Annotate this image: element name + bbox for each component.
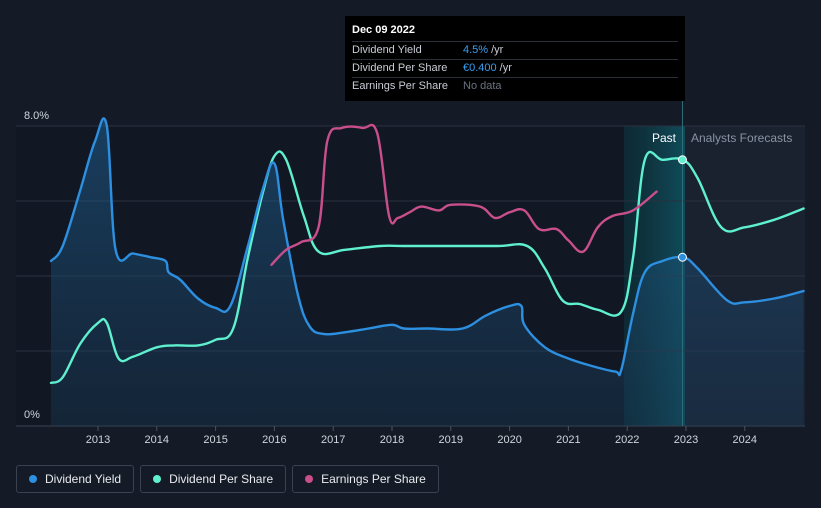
dividend-per-share-line — [49, 150, 805, 385]
y-min-label: 0% — [24, 409, 40, 421]
x-tick-label: 2022 — [615, 434, 639, 446]
x-tick-label: 2020 — [497, 434, 521, 446]
x-axis-ticks: 2013 2014 2015 2016 2017 2018 2019 2020 2021 2022… — [86, 426, 757, 446]
x-tick-label: 2019 — [439, 434, 463, 446]
tooltip-unit: /yr — [499, 62, 512, 74]
tooltip-value: €0.400 — [463, 62, 497, 74]
highlight-marker — [677, 155, 687, 165]
legend-label: Dividend Per Share — [169, 472, 274, 486]
x-tick-label: 2023 — [674, 434, 698, 446]
tooltip-label: Earnings Per Share — [352, 80, 448, 92]
legend-label: Earnings Per Share — [321, 472, 426, 486]
dividend-yield-area — [51, 118, 804, 426]
legend-dot-icon — [305, 475, 314, 483]
highlight-markers — [677, 155, 687, 262]
x-tick-label: 2014 — [145, 434, 169, 446]
tooltip-row-dividend-yield: Dividend Yield 4.5% /yr — [352, 42, 678, 60]
earnings-per-share-line — [270, 123, 658, 266]
dividend-yield-line — [49, 117, 805, 377]
y-max-label: 8.0% — [24, 110, 49, 122]
highlight-marker — [677, 252, 687, 262]
legend-label: Dividend Yield — [45, 472, 122, 486]
tooltip-value: No data — [463, 80, 502, 92]
x-tick-label: 2024 — [733, 434, 757, 446]
x-tick-label: 2021 — [556, 434, 580, 446]
tooltip-row-dividend-per-share: Dividend Per Share €0.400 /yr — [352, 60, 678, 78]
forecast-label: Analysts Forecasts — [691, 131, 792, 145]
legend: Dividend Yield Dividend Per Share Earnin… — [16, 465, 439, 493]
x-tick-label: 2018 — [380, 434, 404, 446]
x-tick-label: 2016 — [262, 434, 286, 446]
legend-dot-icon — [153, 475, 162, 483]
tooltip-row-earnings-per-share: Earnings Per Share No data — [352, 78, 678, 95]
legend-earnings-per-share[interactable]: Earnings Per Share — [292, 465, 439, 493]
tooltip-date: Dec 09 2022 — [352, 24, 678, 42]
legend-dot-icon — [29, 475, 37, 483]
legend-dividend-per-share[interactable]: Dividend Per Share — [140, 465, 287, 493]
legend-dividend-yield[interactable]: Dividend Yield — [16, 465, 135, 493]
tooltip-label: Dividend Yield — [352, 44, 422, 56]
series-lines — [49, 117, 805, 385]
tooltip-label: Dividend Per Share — [352, 62, 448, 74]
x-tick-label: 2015 — [203, 434, 227, 446]
past-label: Past — [652, 131, 677, 145]
tooltip: Dec 09 2022 Dividend Yield 4.5% /yr Divi… — [345, 16, 685, 101]
tooltip-unit: /yr — [491, 44, 504, 56]
tooltip-value: 4.5% — [463, 44, 489, 56]
x-tick-label: 2013 — [86, 434, 110, 446]
x-tick-label: 2017 — [321, 434, 345, 446]
